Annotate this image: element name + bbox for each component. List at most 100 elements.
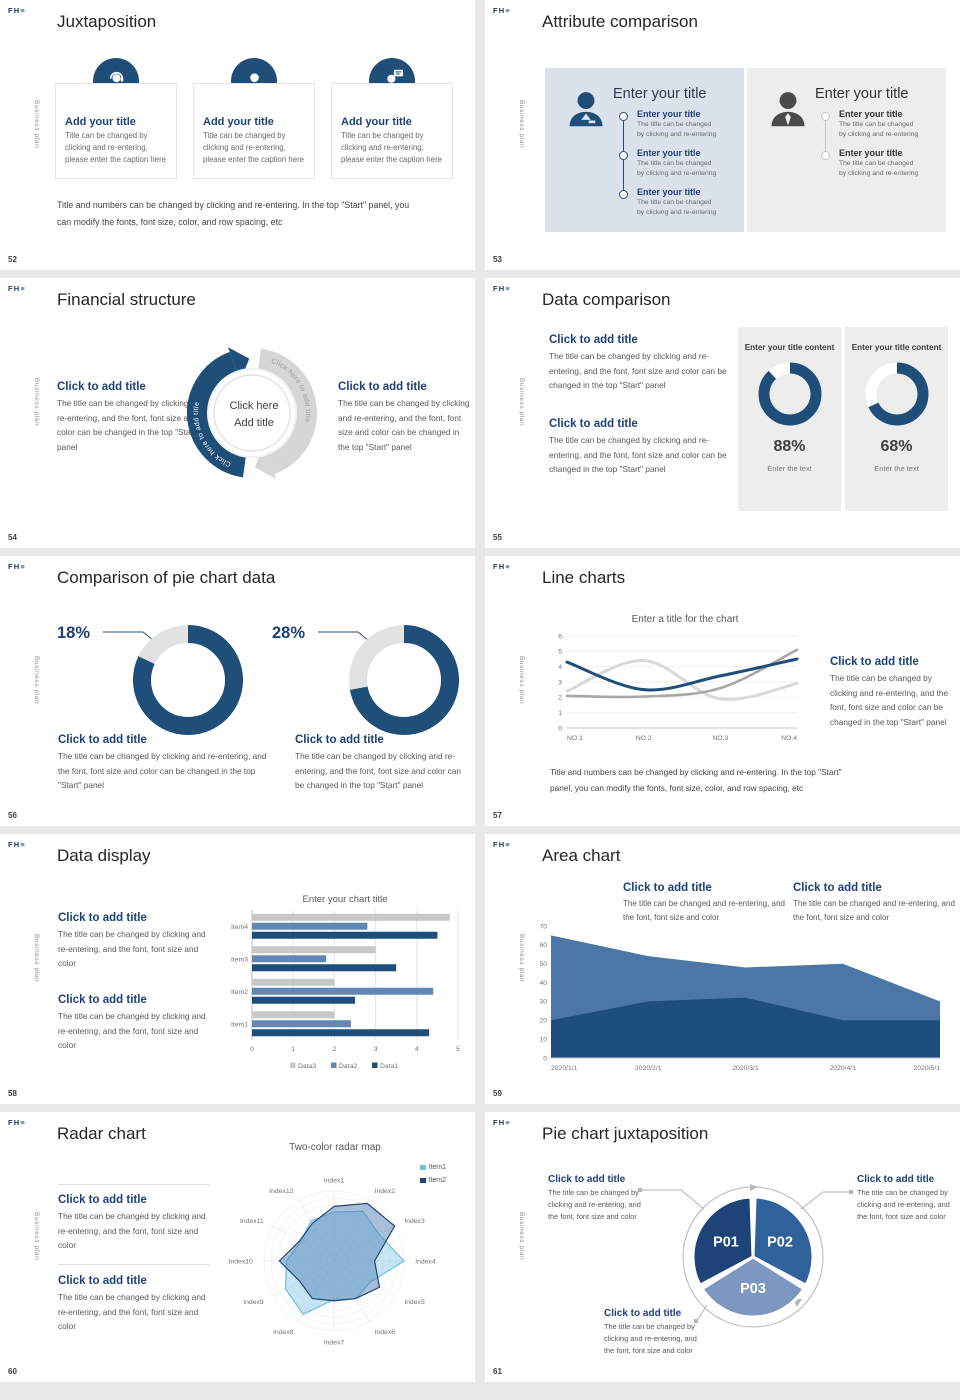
slide-59-area-chart[interactable]: FH≡ Business plan Area chart Click to ad… [485,834,960,1104]
percent-value: 68% [880,438,913,455]
card-caption: Enter the text [767,464,812,473]
svg-text:2020/4/1: 2020/4/1 [830,1065,857,1072]
timeline-dot [619,112,628,121]
text-block: Click to add title The title can be chang… [58,734,267,791]
svg-text:4: 4 [415,1046,419,1053]
svg-text:20: 20 [539,1018,547,1025]
card-title: Add your title [341,116,412,128]
slide-number: 61 [493,1367,502,1376]
page-title: Data comparison [542,290,671,309]
text-block-right: Click to add title The title can be chang… [338,381,470,452]
feature-card[interactable]: Add your title Title can be changed by c… [331,83,453,179]
card-title: Add your title [65,116,136,128]
chart-title: Two-color radar map [289,1142,381,1153]
side-label: Business plan [33,1212,40,1261]
chart-title: Enter your chart title [302,894,388,905]
svg-text:Index3: Index3 [404,1218,425,1225]
comparison-panel-left[interactable]: Enter your title Enter your title The ti… [545,68,744,232]
card-header: Enter your title content [744,343,835,352]
slide-53-attribute-comparison[interactable]: FH≡ Business plan Attribute comparison E… [485,0,960,270]
slide-52-juxtaposition[interactable]: FH≡ Business plan Juxtaposition Add your… [0,0,475,270]
svg-text:10: 10 [539,1036,547,1043]
text-block: Click to add title The title can be chang… [58,994,206,1051]
svg-text:P02: P02 [767,1234,793,1250]
bar-chart: 0 1 2 3 4 5 Item4 Item3 Item2 Item1 Data3 Data2 Data… [231,910,460,1070]
slide-61-pie-juxtaposition[interactable]: FH≡ Business plan Pie chart juxtapositio… [485,1112,960,1382]
text-block: Click to add title The title can be chang… [549,418,727,475]
legend-swatch-item2 [420,1177,426,1184]
brand-logo: FH≡ [8,1118,26,1127]
timeline-dot [821,112,830,121]
brand-logo: FH≡ [493,284,511,293]
radar-chart: Index1 Index2 Index3 Index4 Index5 Index6 Inde… [229,1177,436,1346]
svg-text:2020/5/1: 2020/5/1 [914,1065,941,1072]
svg-text:P03: P03 [740,1281,766,1297]
svg-text:0: 0 [543,1055,547,1062]
side-label: Business plan [518,100,525,149]
side-label: Business plan [33,934,40,983]
kpi-card[interactable]: Enter your title content 68% Enter the t… [845,327,948,511]
page-title: Comparison of pie chart data [57,568,276,587]
chart-legend: Item1 Item2 [420,1164,446,1190]
svg-text:1: 1 [291,1046,295,1053]
pie-chart: P01 P02 P03 [682,1184,824,1328]
divider [58,1184,210,1185]
timeline-item: Enter your title The title can be change… [839,148,919,178]
svg-text:P01: P01 [713,1234,739,1250]
slide-57-line-charts[interactable]: FH≡ Business plan Line charts Enter a ti… [485,556,960,826]
timeline-dot [619,151,628,160]
svg-text:1: 1 [558,710,562,717]
svg-text:Item4: Item4 [231,924,248,931]
svg-text:Data1: Data1 [380,1063,398,1070]
svg-text:0: 0 [250,1046,254,1053]
svg-text:4: 4 [558,664,562,671]
feature-card[interactable]: Add your title Title can be changed by c… [193,83,315,179]
side-label: Business plan [33,100,40,149]
svg-text:Item2: Item2 [231,989,248,996]
svg-text:Index1: Index1 [324,1177,345,1184]
brand-logo: FH≡ [8,562,26,571]
text-block: Click to add title The title can be chang… [623,882,785,922]
card-title: Add your title [203,116,274,128]
svg-text:Index11: Index11 [240,1218,264,1225]
timeline-dot [619,190,628,199]
timeline-dot [821,151,830,160]
slide-number: 52 [8,255,17,264]
slide-55-data-comparison[interactable]: FH≡ Business plan Data comparison Click … [485,278,960,548]
svg-text:2: 2 [558,695,562,702]
kpi-card[interactable]: Enter your title content 88% Enter the t… [738,327,841,511]
slide-56-pie-comparison[interactable]: FH≡ Business plan Comparison of pie char… [0,556,475,826]
svg-text:Index4: Index4 [415,1259,436,1266]
brand-logo: FH≡ [8,6,26,15]
donut-chart-88 [758,362,821,426]
slide-54-financial-structure[interactable]: FH≡ Business plan Financial structure Cl… [0,278,475,548]
svg-text:Index10: Index10 [229,1259,253,1266]
svg-text:5: 5 [456,1046,460,1053]
feature-card[interactable]: Add your title Title can be changed by c… [55,83,177,179]
brand-logo: FH≡ [8,840,26,849]
svg-text:Index12: Index12 [269,1188,293,1195]
side-label: Business plan [33,378,40,427]
svg-text:2: 2 [333,1046,337,1053]
donut-chart-28: 28% [272,624,459,735]
svg-text:NO.2: NO.2 [636,735,652,742]
side-label: Business plan [33,656,40,705]
slide-58-data-display[interactable]: FH≡ Business plan Data display Click to … [0,834,475,1104]
brand-logo: FH≡ [493,562,511,571]
donut-label: 28% [272,624,305,642]
text-block: Click to add title The title can be chang… [548,1174,641,1222]
svg-text:Index9: Index9 [243,1299,264,1306]
svg-text:NO.1: NO.1 [567,735,583,742]
svg-text:30: 30 [539,999,547,1006]
svg-text:3: 3 [374,1046,378,1053]
donut-chart-18: 18% [57,624,243,735]
svg-text:NO.4: NO.4 [781,735,797,742]
slide-note: Title and numbers can be changed by clic… [550,767,842,794]
svg-text:Data3: Data3 [298,1063,316,1070]
svg-text:2020/1/1: 2020/1/1 [551,1065,578,1072]
comparison-panel-right[interactable]: Enter your title Enter your title The ti… [747,68,946,232]
timeline-item: Enter your title The title can be change… [637,148,717,178]
chart-title: Enter a title for the chart [631,614,739,625]
slide-60-radar-chart[interactable]: FH≡ Business plan Radar chart Click to a… [0,1112,475,1382]
